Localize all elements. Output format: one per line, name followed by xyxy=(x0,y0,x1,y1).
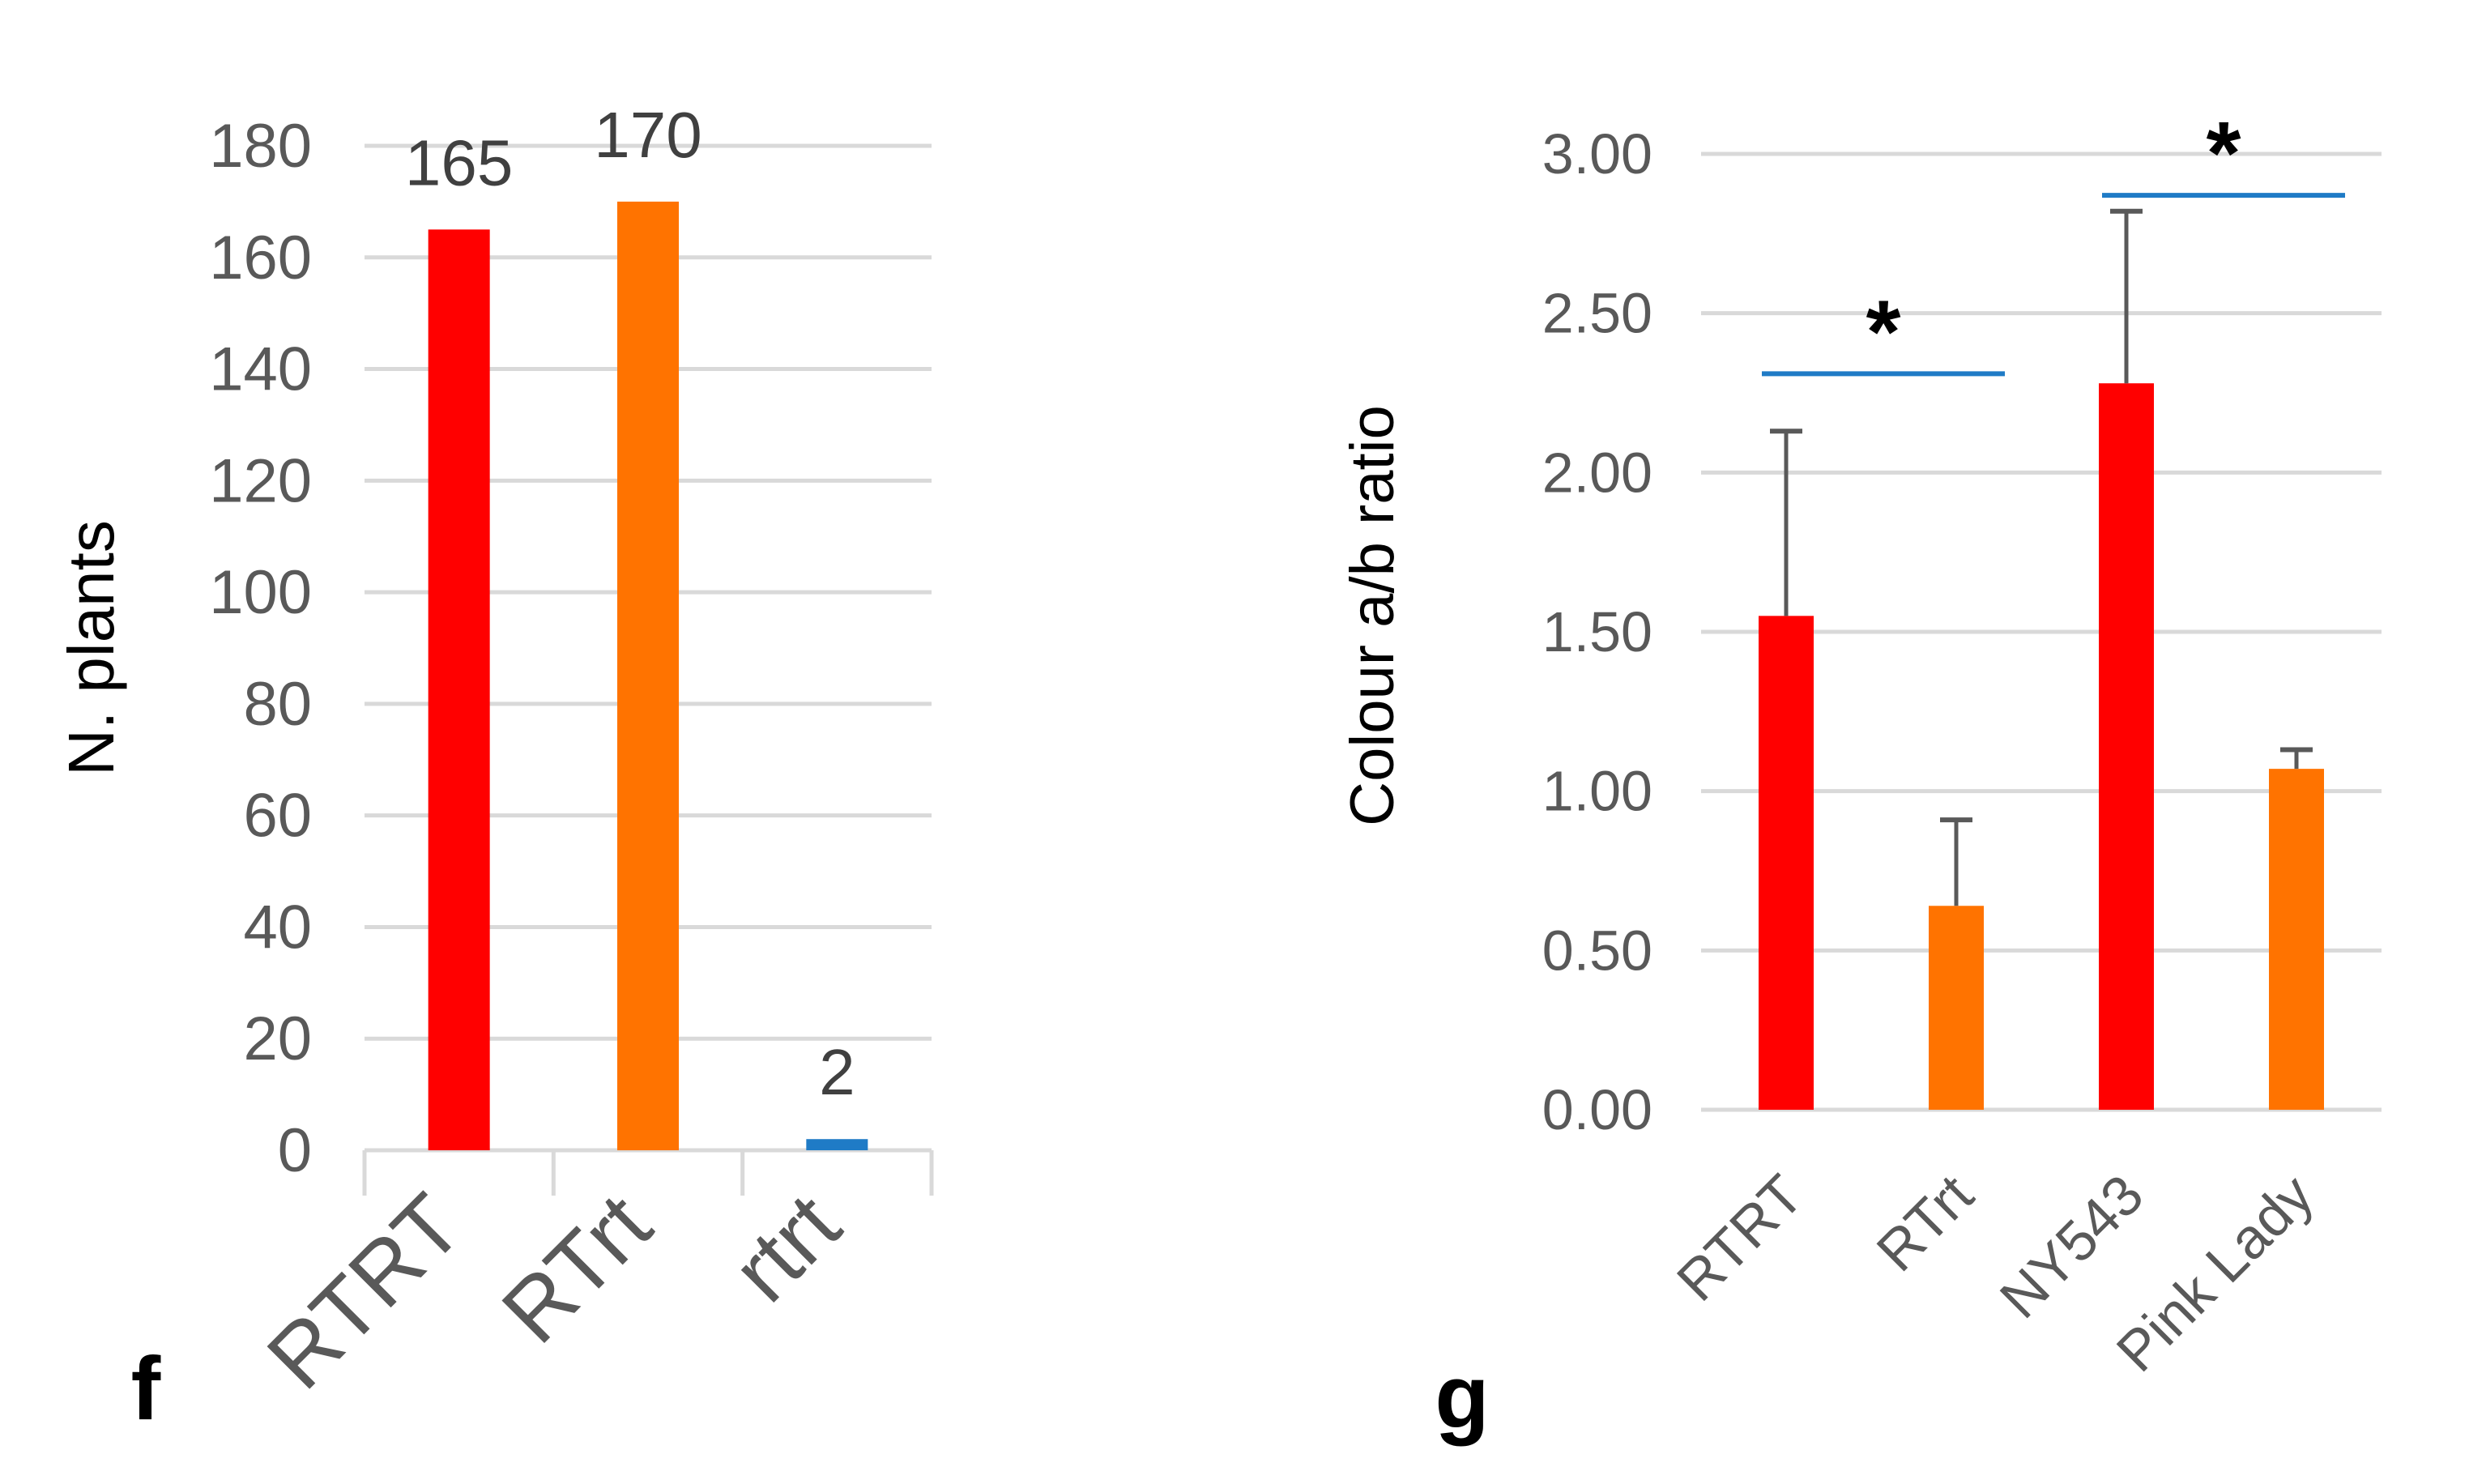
y-tick-label: 2.00 xyxy=(1542,441,1652,504)
x-category-label: rtrt xyxy=(714,1175,859,1320)
y-tick-label: 100 xyxy=(209,558,312,627)
y-tick-label: 0 xyxy=(278,1116,312,1185)
panel-f-chart: 0 20 40 60 80 100 120 140 160 180 165 RTRT 170 RTrt 2 r… xyxy=(55,99,934,1439)
y-tick-label: 80 xyxy=(243,670,312,739)
y-tick-label: 3.00 xyxy=(1542,122,1652,186)
y-axis-title: Colour a/b ratio xyxy=(1338,405,1407,826)
bar-rtrt xyxy=(1929,906,1984,1110)
y-axis-title: N. plants xyxy=(55,520,127,776)
y-tick-label: 120 xyxy=(209,446,312,515)
bar-pink-lady xyxy=(2269,769,2324,1110)
x-category-label: RTRT xyxy=(1665,1162,1814,1312)
x-category-label: RTRT xyxy=(249,1175,480,1407)
y-tick-label: 160 xyxy=(209,224,312,292)
x-category-label: RTrt xyxy=(483,1175,669,1362)
y-tick-label: 1.00 xyxy=(1542,760,1652,823)
panel-g-chart: 0.00 0.50 1.00 1.50 2.00 2.50 3.00 RTRT RTrt NY54… xyxy=(1338,104,2382,1447)
y-tick-label: 20 xyxy=(243,1004,312,1073)
y-tick-label: 180 xyxy=(209,112,312,181)
bar-ny543 xyxy=(2099,383,2154,1110)
bar-rtrt xyxy=(617,201,679,1150)
y-tick-label: 1.50 xyxy=(1542,600,1652,663)
panel-label: g xyxy=(1435,1347,1489,1447)
x-category-label: NY543 xyxy=(1988,1162,2156,1330)
panel-label: f xyxy=(131,1339,161,1439)
y-tick-label: 2.50 xyxy=(1542,282,1652,345)
bar-rtrt xyxy=(806,1139,868,1150)
data-label: 165 xyxy=(405,126,513,198)
y-tick-label: 60 xyxy=(243,782,312,851)
x-category-label: RTrt xyxy=(1865,1162,1985,1283)
significance-star: * xyxy=(2207,104,2241,203)
y-tick-label: 140 xyxy=(209,335,312,404)
data-label: 2 xyxy=(819,1036,855,1108)
data-label: 170 xyxy=(594,99,701,171)
y-tick-label: 40 xyxy=(243,893,312,962)
significance-star: * xyxy=(1866,282,1901,382)
bar-rtrt xyxy=(1759,616,1814,1110)
y-tick-label: 0.50 xyxy=(1542,919,1652,982)
y-tick-label: 0.00 xyxy=(1542,1078,1652,1141)
bar-rtrt xyxy=(428,229,490,1150)
